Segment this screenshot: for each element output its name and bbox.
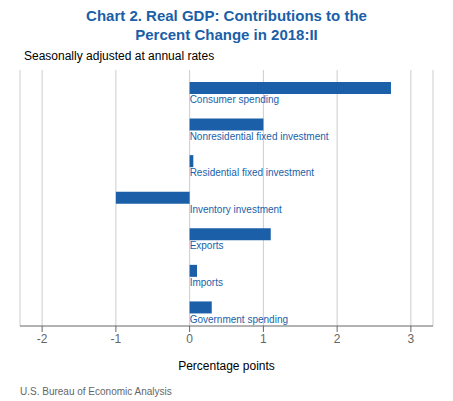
svg-text:2: 2: [334, 332, 341, 346]
svg-text:3: 3: [408, 332, 415, 346]
svg-text:Government spending: Government spending: [190, 314, 288, 325]
svg-text:0: 0: [186, 332, 193, 346]
html-text:U.S. Bureau of Economic Analys: U.S. Bureau of Economic Analysis: [20, 386, 172, 397]
svg-text:-1: -1: [111, 332, 122, 346]
svg-text:-2: -2: [37, 332, 48, 346]
svg-text:Consumer spending: Consumer spending: [190, 94, 280, 105]
svg-text:1: 1: [260, 332, 267, 346]
svg-text:Residential fixed investment: Residential fixed investment: [190, 167, 315, 178]
svg-text:Percentage points: Percentage points: [178, 359, 275, 373]
svg-text:Inventory investment: Inventory investment: [190, 204, 282, 215]
html-text:Seasonally adjusted at annual: Seasonally adjusted at annual rates: [24, 49, 215, 63]
html-text:Percent Change in 2018:II: Percent Change in 2018:II: [135, 26, 318, 43]
html-text:Chart 2. Real GDP: Contributio: Chart 2. Real GDP: Contributions to the: [86, 7, 367, 24]
svg-text:Nonresidential fixed investmen: Nonresidential fixed investment: [190, 131, 329, 142]
svg-text:Exports: Exports: [190, 240, 224, 251]
svg-text:Imports: Imports: [190, 277, 223, 288]
